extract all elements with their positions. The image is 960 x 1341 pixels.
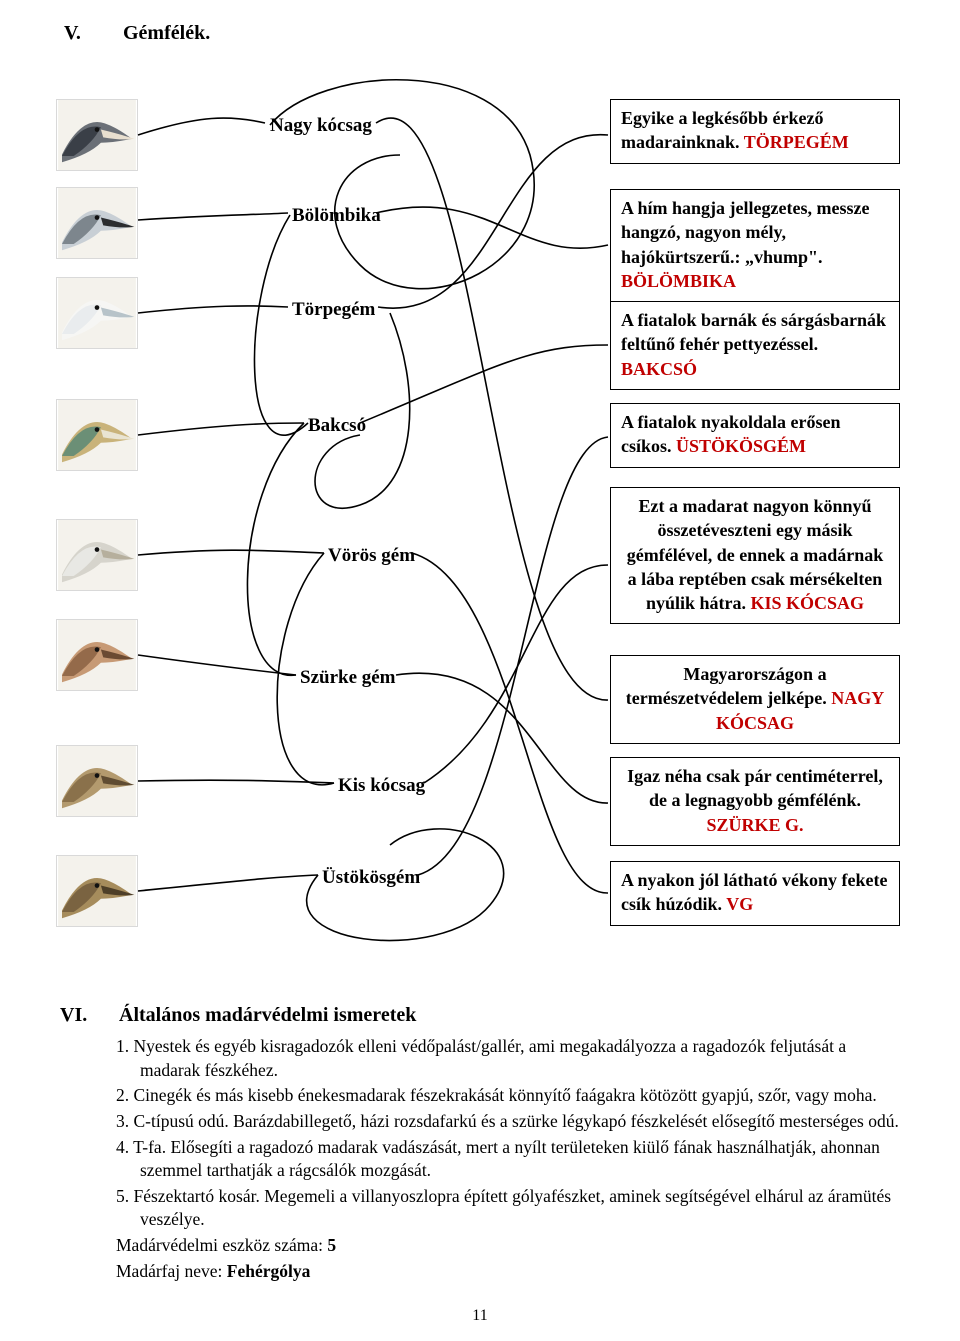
section5-title: Gémfélék. (123, 22, 210, 44)
section6-title: Általános madárvédelmi ismeretek (119, 1004, 416, 1026)
bird-thumbnail (56, 187, 138, 259)
species-label: Kis kócsag (338, 773, 425, 799)
bird-head-icon (57, 278, 137, 348)
bird-thumbnail (56, 619, 138, 691)
list-item: 2. Cinegék és más kisebb énekesmadarak f… (140, 1084, 900, 1108)
description-box: A fiatalok nyakoldala erősen csíkos. ÜST… (610, 403, 900, 468)
list-item: 3. C-típusú odú. Barázdabillegető, házi … (140, 1110, 900, 1134)
description-box: A nyakon jól látható vékony fekete csík … (610, 861, 900, 926)
section5-roman: V. (64, 20, 118, 47)
bird-head-icon (57, 100, 137, 170)
tool-count-label: Madárvédelmi eszköz száma: (116, 1235, 327, 1255)
bird-thumbnail (56, 855, 138, 927)
bird-thumbnail (56, 399, 138, 471)
description-text: A nyakon jól látható vékony fekete csík … (621, 870, 888, 914)
bird-thumbnail (56, 277, 138, 349)
description-text: A fiatalok barnák és sárgásbarnák feltűn… (621, 310, 886, 354)
species-label: Nagy kócsag (270, 113, 372, 139)
bird-head-icon (57, 746, 137, 816)
bird-head-icon (57, 520, 137, 590)
species-label: Vörös gém (328, 543, 415, 569)
description-text: Igaz néha csak pár centiméterrel, de a l… (627, 766, 883, 810)
tool-count-value: 5 (327, 1235, 336, 1255)
species-label: Bakcsó (308, 413, 366, 439)
answer-text: KIS KÓCSAG (751, 593, 865, 613)
bird-thumbnail (56, 99, 138, 171)
section6-roman: VI. (60, 1002, 114, 1029)
list-item: 1. Nyestek és egyéb kisragadozók elleni … (140, 1035, 900, 1082)
page: V. Gémfélék. (0, 0, 960, 1341)
description-text: A hím hangja jellegzetes, messze hangzó,… (621, 198, 869, 267)
answer-text: ÜSTÖKÖSGÉM (676, 436, 806, 456)
description-box: Igaz néha csak pár centiméterrel, de a l… (610, 757, 900, 846)
answer-text: BAKCSÓ (621, 359, 697, 379)
answer-text: BÖLÖMBIKA (621, 271, 736, 291)
species-name-value: Fehérgólya (227, 1261, 311, 1281)
description-box: A hím hangja jellegzetes, messze hangzó,… (610, 189, 900, 302)
answer-text: SZÜRKE G. (706, 815, 803, 835)
bird-head-icon (57, 188, 137, 258)
bird-head-icon (57, 400, 137, 470)
description-text: Magyarországon a természetvédelem jelkép… (626, 664, 831, 708)
species-label: Bölömbika (292, 203, 381, 229)
bird-head-icon (57, 856, 137, 926)
section6-heading: VI. Általános madárvédelmi ismeretek (60, 1002, 900, 1029)
bird-thumbnail (56, 745, 138, 817)
description-box: Magyarországon a természetvédelem jelkép… (610, 655, 900, 744)
description-box: Egyike a legkésőbb érkező madarainknak. … (610, 99, 900, 164)
species-name-line: Madárfaj neve: Fehérgólya (60, 1260, 900, 1284)
list-item: 4. T-fa. Elősegíti a ragadozó madarak va… (140, 1136, 900, 1183)
description-box: Ezt a madarat nagyon könnyű összetéveszt… (610, 487, 900, 624)
tool-count-line: Madárvédelmi eszköz száma: 5 (60, 1234, 900, 1258)
species-name-label: Madárfaj neve: (116, 1261, 227, 1281)
bird-thumbnail (56, 519, 138, 591)
section6-list: 1. Nyestek és egyéb kisragadozók elleni … (60, 1035, 900, 1232)
species-label: Szürke gém (300, 665, 396, 691)
section5-heading: V. Gémfélék. (60, 20, 900, 47)
matching-diagram: Nagy kócsag Bölömbika Törpegém Bakcsó Vörös … (60, 65, 900, 985)
list-item: 5. Fészektartó kosár. Megemeli a villany… (140, 1185, 900, 1232)
section6: VI. Általános madárvédelmi ismeretek 1. … (60, 1002, 900, 1283)
species-label: Üstökösgém (322, 865, 420, 891)
page-number: 11 (0, 1305, 960, 1327)
description-box: A fiatalok barnák és sárgásbarnák feltűn… (610, 301, 900, 390)
answer-text: VG (726, 894, 753, 914)
species-label: Törpegém (292, 297, 375, 323)
bird-head-icon (57, 620, 137, 690)
answer-text: TÖRPEGÉM (744, 132, 849, 152)
